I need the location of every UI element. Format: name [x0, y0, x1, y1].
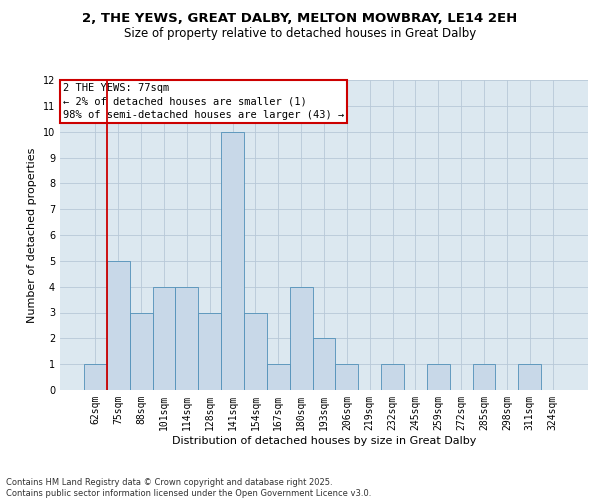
Bar — [152, 286, 175, 390]
Bar — [107, 261, 130, 390]
Bar — [290, 286, 313, 390]
Bar — [335, 364, 358, 390]
Bar — [313, 338, 335, 390]
Text: Size of property relative to detached houses in Great Dalby: Size of property relative to detached ho… — [124, 28, 476, 40]
Bar — [244, 312, 267, 390]
Bar — [518, 364, 541, 390]
Bar — [84, 364, 107, 390]
Bar — [130, 312, 152, 390]
Bar — [427, 364, 450, 390]
Text: 2, THE YEWS, GREAT DALBY, MELTON MOWBRAY, LE14 2EH: 2, THE YEWS, GREAT DALBY, MELTON MOWBRAY… — [82, 12, 518, 26]
Y-axis label: Number of detached properties: Number of detached properties — [27, 148, 37, 322]
Text: Contains HM Land Registry data © Crown copyright and database right 2025.
Contai: Contains HM Land Registry data © Crown c… — [6, 478, 371, 498]
Bar — [175, 286, 198, 390]
Text: 2 THE YEWS: 77sqm
← 2% of detached houses are smaller (1)
98% of semi-detached h: 2 THE YEWS: 77sqm ← 2% of detached house… — [62, 83, 344, 120]
Bar — [381, 364, 404, 390]
Bar — [267, 364, 290, 390]
Bar — [473, 364, 496, 390]
Bar — [198, 312, 221, 390]
X-axis label: Distribution of detached houses by size in Great Dalby: Distribution of detached houses by size … — [172, 436, 476, 446]
Bar — [221, 132, 244, 390]
